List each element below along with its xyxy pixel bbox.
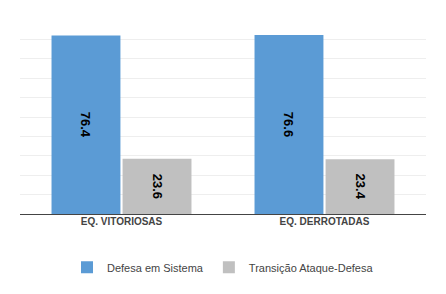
svg-text:76.6: 76.6 <box>281 112 296 137</box>
svg-text:EQ. DERROTADAS: EQ. DERROTADAS <box>280 216 370 227</box>
svg-text:23.6: 23.6 <box>150 174 165 199</box>
svg-text:Defesa em Sistema: Defesa em Sistema <box>107 262 204 274</box>
svg-text:Transição Ataque-Defesa: Transição Ataque-Defesa <box>249 262 374 274</box>
svg-text:EQ. VITORIOSAS: EQ. VITORIOSAS <box>81 216 163 227</box>
svg-text:76.4: 76.4 <box>78 112 93 138</box>
svg-text:23.4: 23.4 <box>353 174 368 200</box>
